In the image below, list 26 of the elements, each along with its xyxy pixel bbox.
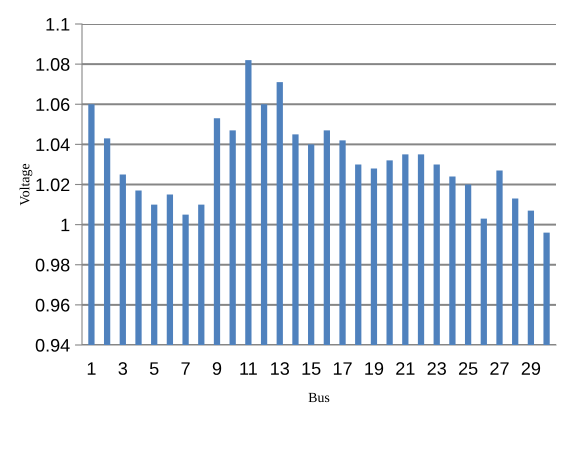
y-tick-label: 1.02 [36,178,70,192]
x-tick-label: 19 [365,362,384,375]
x-tick-label: 21 [396,362,414,375]
y-tick-label: 0.96 [36,298,70,312]
y-tick-label: 1.06 [36,98,70,111]
x-tick-label: 29 [522,362,540,375]
x-tick-label: 17 [334,362,352,375]
y-tick-label: 1 [62,218,70,232]
y-tick-label: 1.04 [36,138,70,152]
x-tick-label: 13 [271,362,290,375]
x-tick-label: 27 [490,362,509,375]
x-tick-label: 7 [181,362,190,375]
y-tick-label: 0.98 [36,258,70,272]
y-tick-label: 1.08 [36,58,70,71]
x-tick-label: 3 [118,362,128,375]
y-tick-label: 0.94 [36,338,70,352]
x-axis-title: Bus [308,392,330,402]
x-tick-label: 1 [88,362,96,375]
y-tick-label: 1.1 [46,18,70,31]
x-tick-label: 23 [428,362,446,375]
y-axis-title: Voltage [20,164,32,206]
x-tick-label: 25 [458,362,478,375]
x-tick-label: 5 [150,362,158,375]
x-tick-label: 11 [240,362,257,375]
x-tick-label: 15 [302,362,320,375]
x-tick-label: 9 [212,362,222,375]
